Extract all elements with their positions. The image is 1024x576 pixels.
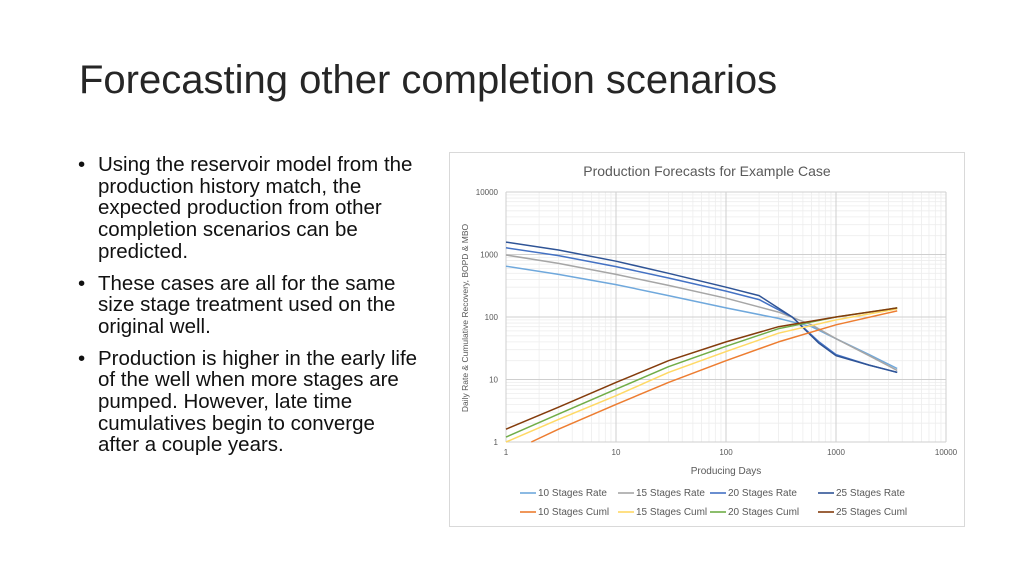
legend-label: 15 Stages Cuml [636,507,707,518]
legend-label: 10 Stages Cuml [538,507,609,518]
legend-label: 20 Stages Cuml [728,507,799,518]
legend-entry: 10 Stages Rate [520,488,607,499]
y-tick-label: 10000 [476,188,499,197]
bullet-item: • Using the reservoir model from the prod… [74,154,419,263]
legend-label: 15 Stages Rate [636,488,705,499]
legend-label: 20 Stages Rate [728,488,797,499]
x-tick-label: 100 [719,448,733,457]
legend-entry: 15 Stages Rate [618,488,705,499]
y-tick-label: 1000 [480,251,498,260]
bullet-item: • Production is higher in the early life … [74,346,419,457]
series-line-25-stages-rate [505,241,898,374]
bullet-text: Using the reservoir model from the produ… [98,153,413,263]
bullet-text: Production is higher in the early life o… [98,346,418,457]
y-axis-label: Daily Rate & Cumulative Recovery, BOPD &… [460,223,470,412]
chart-title: Production Forecasts for Example Case [583,163,831,179]
legend-entry: 20 Stages Cuml [710,507,799,518]
x-tick-label: 10000 [935,448,958,457]
chart-series-lines [505,241,898,443]
series-line-25-stages-cuml [505,307,898,430]
x-axis-label: Producing Days [691,466,762,477]
legend-entry: 20 Stages Rate [710,488,797,499]
bullet-item: • These cases are all for the same size s… [74,271,419,338]
legend-entry: 10 Stages Cuml [520,507,609,518]
chart-axes: 1 10 100 1000 10000 1 10 100 1000 10000 [476,188,958,457]
bullet-marker: • [78,153,86,176]
x-tick-label: 1 [504,448,509,457]
series-line-15-stages-rate [505,254,898,372]
slide-title: Forecasting other completion scenarios [79,58,778,102]
bullet-marker: • [78,346,86,370]
chart-grid [505,191,947,443]
legend-entry: 15 Stages Cuml [618,507,707,518]
y-tick-label: 100 [485,313,499,322]
legend-label: 10 Stages Rate [538,488,607,499]
y-tick-label: 1 [494,438,499,447]
legend-label: 25 Stages Rate [836,488,905,499]
bullet-marker: • [78,271,86,295]
series-line-15-stages-cuml [505,308,898,443]
bullet-list: • Using the reservoir model from the prod… [74,154,419,466]
chart-legend: 10 Stages Rate 15 Stages Rate 20 Stages Ra… [520,488,907,518]
x-tick-label: 10 [612,448,621,457]
bullet-text: These cases are all for the same size st… [98,271,396,338]
y-tick-label: 10 [489,376,498,385]
legend-entry: 25 Stages Cuml [818,507,907,518]
legend-label: 25 Stages Cuml [836,507,907,518]
series-line-10-stages-cuml [530,310,898,443]
x-tick-label: 1000 [827,448,845,457]
legend-entry: 25 Stages Rate [818,488,905,499]
